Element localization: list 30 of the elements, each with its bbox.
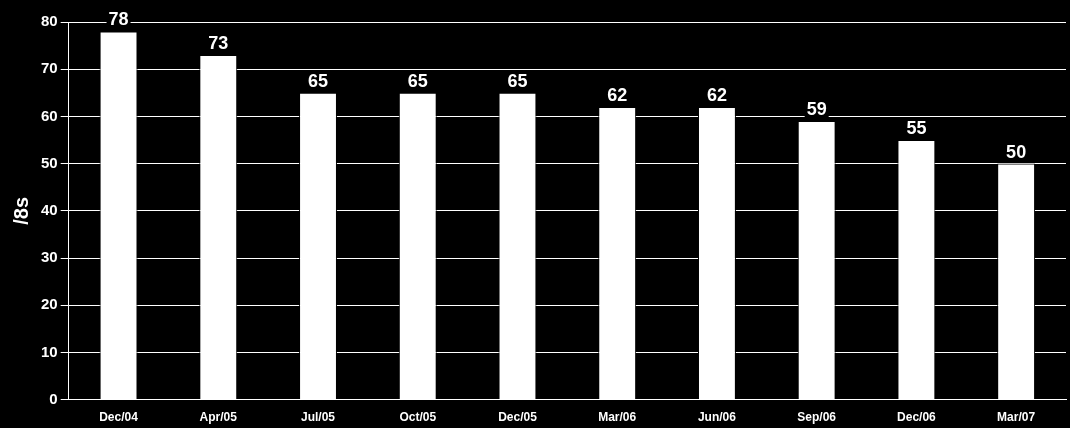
x-tick-label: Mar/06 [598, 410, 637, 425]
y-tick-label: 0 [49, 389, 58, 407]
data-label: 73 [208, 33, 229, 54]
x-tick-label: Mar/07 [997, 410, 1036, 425]
x-tick-label: Dec/04 [99, 410, 139, 425]
y-tick-label: 30 [41, 248, 58, 266]
data-label: 50 [1006, 141, 1027, 162]
data-label: 59 [806, 99, 827, 120]
x-tick-label: Oct/05 [399, 410, 437, 425]
x-tick-label: Dec/05 [498, 410, 538, 425]
data-label: 55 [906, 117, 927, 138]
data-label: 78 [108, 9, 129, 30]
y-axis-title: /8s [9, 196, 32, 225]
x-tick-label: Sep/06 [797, 410, 837, 425]
y-tick-label: 10 [41, 342, 58, 360]
data-label: 65 [507, 70, 528, 91]
y-tick-label: 50 [41, 153, 58, 171]
data-label: 65 [308, 70, 329, 91]
y-tick-label: 20 [41, 295, 58, 313]
y-tick-label: 60 [41, 106, 58, 124]
y-tick-label: 40 [41, 200, 58, 218]
x-tick-label: Apr/05 [199, 410, 238, 425]
y-tick-label: 80 [41, 12, 58, 30]
data-label: 62 [706, 84, 727, 105]
data-label: 65 [407, 70, 428, 91]
y-tick-label: 70 [41, 59, 58, 77]
x-tick-label: Dec/06 [897, 410, 937, 425]
x-tick-label: Jul/05 [301, 410, 336, 425]
data-label: 62 [607, 84, 628, 105]
x-tick-label: Jun/06 [697, 410, 737, 425]
